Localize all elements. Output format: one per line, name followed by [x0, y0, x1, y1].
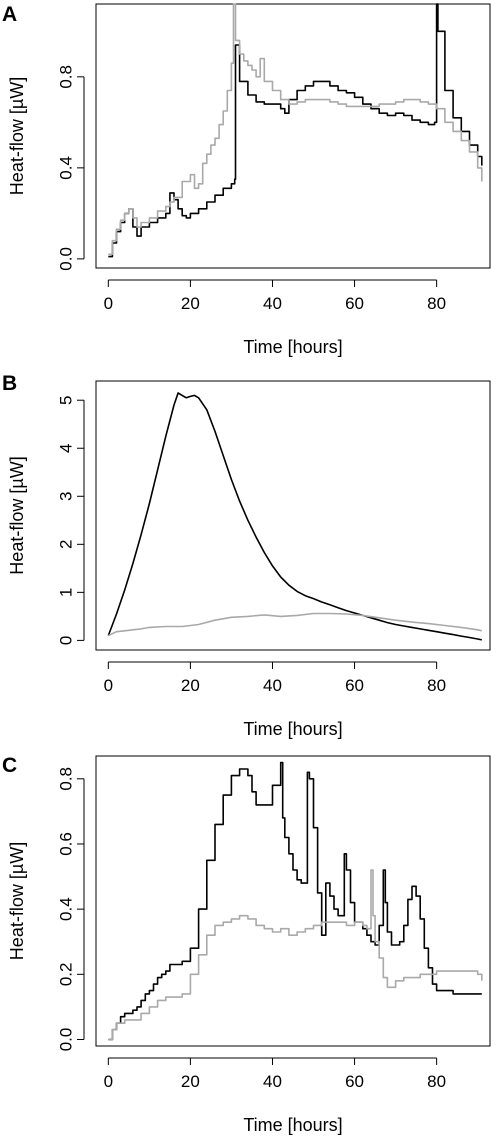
- y-tick-label: 0.0: [57, 1028, 76, 1052]
- panel-letter: C: [2, 754, 17, 777]
- series-line-black: [108, 3, 483, 258]
- panel-letter: A: [2, 3, 17, 26]
- y-tick-label: 0.8: [57, 65, 76, 89]
- x-tick-label: 80: [427, 676, 446, 695]
- plot-frame: [95, 380, 491, 651]
- x-tick-label: 60: [345, 676, 364, 695]
- series-line-gray: [107, 612, 482, 637]
- panel-b: B 0 20 40 60 80 0 1 2 3 4 5 Time [hours] Heat-flow [µ…: [2, 372, 491, 739]
- y-tick-label: 0.4: [57, 156, 76, 180]
- y-axis-title: Heat-flow [µW]: [7, 77, 27, 195]
- x-tick-label: 0: [104, 1072, 113, 1091]
- plot-frame: [95, 755, 491, 1047]
- y-tick-label: 0.2: [57, 962, 76, 986]
- y-tick-label: 0.0: [57, 247, 76, 271]
- panel-letter: B: [2, 372, 17, 395]
- x-tick-label: 60: [345, 1072, 364, 1091]
- y-tick-label: 0: [57, 636, 76, 645]
- y-tick-label: 0.4: [57, 897, 76, 921]
- x-tick-label: 20: [181, 1072, 200, 1091]
- series-line-black: [107, 392, 482, 641]
- panel-c: C 0 20 40 60 80 0.0 0.2 0.4 0.6 0.8 Time [hours] Hea…: [2, 754, 491, 1135]
- y-axis-title: Heat-flow [µW]: [7, 842, 27, 960]
- x-tick-label: 60: [345, 294, 364, 313]
- x-tick-label: 40: [263, 676, 282, 695]
- x-tick-label: 20: [181, 676, 200, 695]
- y-axis-title: Heat-flow [µW]: [7, 456, 27, 574]
- y-tick-label: 3: [57, 492, 76, 501]
- x-tick-label: 80: [427, 1072, 446, 1091]
- x-tick-label: 80: [427, 294, 446, 313]
- series-line-gray: [108, 3, 483, 256]
- x-tick-label: 0: [104, 294, 113, 313]
- x-tick-label: 40: [263, 1072, 282, 1091]
- series-line-black: [108, 761, 482, 1041]
- x-tick-label: 40: [263, 294, 282, 313]
- panel-a: A 0 20 40 60 80 0.0 0.4 0.8 Time [hours] Heat-flow…: [2, 3, 491, 357]
- x-tick-label: 0: [104, 676, 113, 695]
- x-axis-title: Time [hours]: [243, 719, 342, 739]
- y-tick-label: 0.6: [57, 832, 76, 856]
- y-tick-label: 2: [57, 540, 76, 549]
- x-axis-title: Time [hours]: [243, 1115, 342, 1135]
- series-line-gray: [108, 869, 483, 1041]
- y-tick-label: 0.8: [57, 767, 76, 791]
- y-tick-label: 5: [57, 395, 76, 404]
- y-tick-label: 4: [57, 444, 76, 453]
- x-tick-label: 20: [181, 294, 200, 313]
- y-tick-label: 1: [57, 588, 76, 597]
- plot-frame: [95, 3, 491, 269]
- x-axis-title: Time [hours]: [243, 337, 342, 357]
